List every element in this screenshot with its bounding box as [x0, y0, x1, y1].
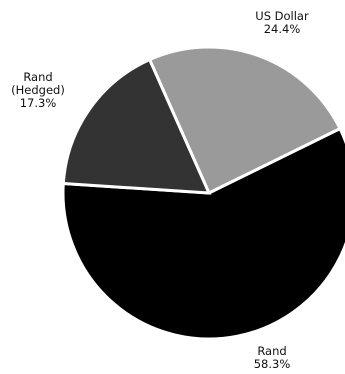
pie-label-rand-hedged: Rand (Hedged) 17.3%: [11, 70, 65, 110]
pie-labels: US Dollar 24.4% Rand 58.3% Rand (Hedged) 17.3%: [11, 9, 309, 371]
pie-slice-us-dollar: [147, 45, 343, 196]
pie-label-rand: Rand 58.3%: [254, 344, 291, 371]
pie-slice-rand-hedged: [61, 57, 212, 195]
pie-label-us-dollar: US Dollar 24.4%: [255, 9, 309, 36]
pie-slice-rand: [61, 126, 345, 341]
pie-slices: [61, 45, 345, 341]
